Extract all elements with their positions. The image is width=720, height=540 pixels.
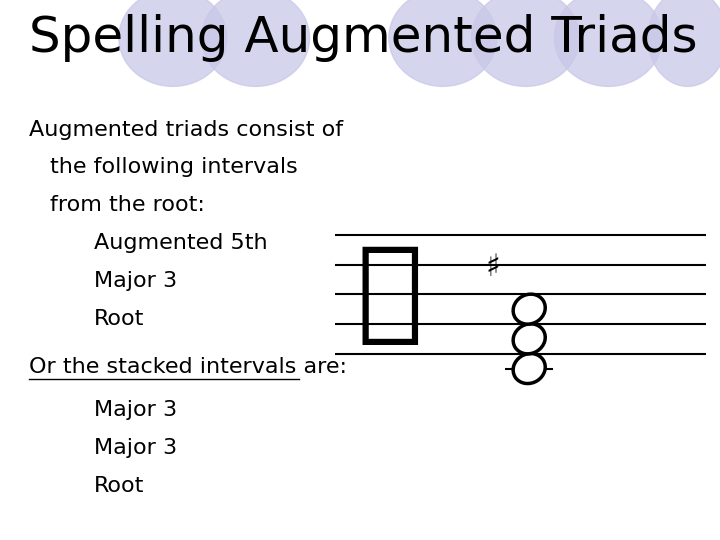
Text: Augmented 5th: Augmented 5th bbox=[94, 233, 267, 253]
Ellipse shape bbox=[513, 354, 545, 383]
Text: Spelling Augmented Triads: Spelling Augmented Triads bbox=[29, 14, 698, 62]
Ellipse shape bbox=[648, 0, 720, 86]
Text: the following intervals: the following intervals bbox=[50, 157, 298, 178]
Ellipse shape bbox=[513, 324, 545, 354]
Ellipse shape bbox=[202, 0, 310, 86]
Text: 𝄞: 𝄞 bbox=[356, 241, 423, 348]
Ellipse shape bbox=[554, 0, 662, 86]
Text: Root: Root bbox=[94, 476, 144, 496]
Text: Root: Root bbox=[94, 308, 144, 329]
Ellipse shape bbox=[472, 0, 580, 86]
Text: ♯: ♯ bbox=[486, 253, 500, 282]
Text: Or the stacked intervals are:: Or the stacked intervals are: bbox=[29, 357, 347, 377]
Ellipse shape bbox=[389, 0, 497, 86]
Text: Major 3: Major 3 bbox=[94, 271, 176, 291]
Text: from the root:: from the root: bbox=[50, 195, 205, 215]
Text: Augmented triads consist of: Augmented triads consist of bbox=[29, 119, 343, 140]
Ellipse shape bbox=[119, 0, 227, 86]
Text: Major 3: Major 3 bbox=[94, 400, 176, 421]
Ellipse shape bbox=[513, 294, 545, 324]
Text: Major 3: Major 3 bbox=[94, 438, 176, 458]
